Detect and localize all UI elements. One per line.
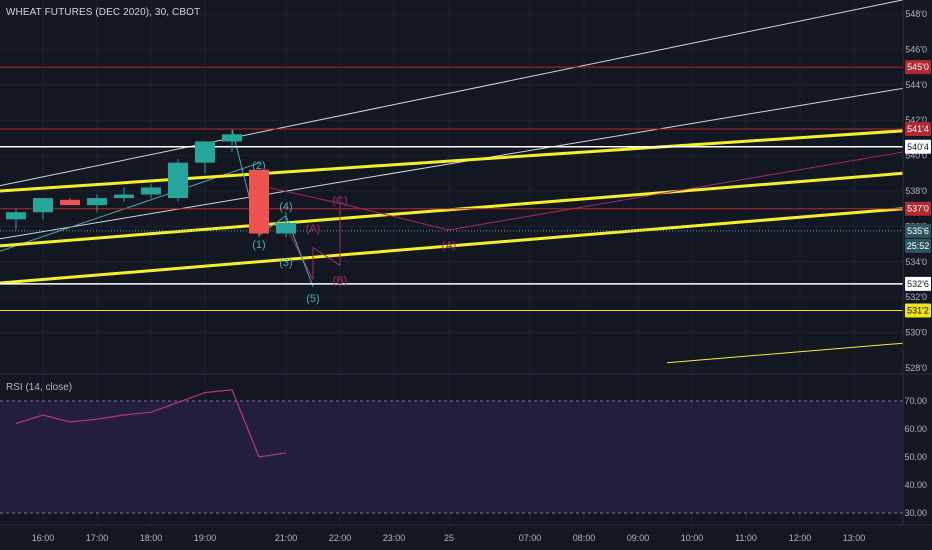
candle-body xyxy=(222,134,242,142)
wave-counts: (1) (2) (3) (4) (5) (A) (C) (B) (A) xyxy=(252,160,456,305)
candle-body xyxy=(195,141,215,163)
price-label-box xyxy=(905,223,931,238)
time-tick-label: 10:00 xyxy=(681,533,704,543)
time-tick-label: 11:00 xyxy=(735,533,757,543)
chart-title: WHEAT FUTURES (DEC 2020), 30, CBOT xyxy=(6,7,201,18)
rsi-tick-label: 30.00 xyxy=(904,508,927,518)
price-tick-label: 538'0 xyxy=(905,186,927,196)
price-tick-label: 548'0 xyxy=(905,9,927,19)
price-tick-label: 528'0 xyxy=(905,363,927,373)
price-tick-label: 534'0 xyxy=(905,257,927,267)
candle-body xyxy=(87,198,107,206)
price-tick-label: 532'0 xyxy=(905,292,927,302)
time-tick-label: 22:00 xyxy=(329,533,352,543)
time-tick-label: 07:00 xyxy=(519,533,542,543)
time-tick-label: 08:00 xyxy=(573,533,596,543)
candle-body xyxy=(60,199,80,206)
rsi-tick-label: 70.00 xyxy=(904,396,927,406)
time-tick-label: 19:00 xyxy=(194,533,217,543)
wave-label-pink: (B) xyxy=(333,275,348,287)
rsi-tick-label: 60.00 xyxy=(904,424,927,434)
price-label-box xyxy=(905,122,931,137)
rsi-tick-label: 50.00 xyxy=(904,452,927,462)
price-label-text: 532'6 xyxy=(907,279,929,289)
time-tick-label: 21:00 xyxy=(275,533,298,543)
price-label-box xyxy=(905,303,931,318)
rsi-series xyxy=(15,389,287,458)
time-tick-label: 23:00 xyxy=(383,533,406,543)
price-label-box xyxy=(905,201,931,216)
price-label-box xyxy=(905,238,931,253)
trendline-yellow-2 xyxy=(0,171,904,248)
trendline-yellow-thin xyxy=(666,342,904,364)
candle-body xyxy=(249,169,269,234)
wave-label-teal: (4) xyxy=(279,201,292,213)
price-labels: 545'0 541'4 540'4 537'0 535'6 25:52 532'6 531'2 xyxy=(905,60,931,318)
rsi-axis[interactable]: 70.00 60.00 50.00 40.00 30.00 xyxy=(904,396,927,518)
wave-label-teal: (2) xyxy=(252,160,265,172)
trendline-yellow-3 xyxy=(0,207,904,285)
time-tick-label: 16:00 xyxy=(32,533,55,543)
price-tick-label: 530'0 xyxy=(905,328,927,338)
price-label-text: 25:52 xyxy=(907,241,930,251)
rsi-line xyxy=(15,389,287,458)
wave-path-teal xyxy=(231,128,314,287)
time-axis[interactable]: 16:00 17:00 18:00 19:00 21:00 22:00 23:00 25 07:… xyxy=(0,524,932,543)
price-label-text: 537'0 xyxy=(907,204,929,214)
candle-body xyxy=(33,198,53,213)
drawing-layer xyxy=(0,0,904,364)
candle-body xyxy=(276,222,296,234)
price-label-box xyxy=(905,60,931,75)
wave-path-pink xyxy=(259,151,904,231)
rsi-tick-label: 40.00 xyxy=(904,480,927,490)
trendline-white-lower xyxy=(0,87,904,240)
rsi-levels xyxy=(0,400,903,514)
candles xyxy=(6,130,296,238)
rsi-title: RSI (14, close) xyxy=(6,382,73,393)
price-tick-label: 546'0 xyxy=(905,44,927,54)
wave-label-teal: (1) xyxy=(252,239,265,251)
price-tick-label: 544'0 xyxy=(905,80,927,90)
price-label-text: 531'2 xyxy=(907,305,929,315)
wave-label-pink: (A) xyxy=(442,240,457,252)
candle-body xyxy=(168,162,188,199)
time-tick-label: 09:00 xyxy=(627,533,650,543)
price-label-box xyxy=(905,276,931,291)
price-label-text: 540'4 xyxy=(907,142,929,152)
trendline-yellow-1 xyxy=(0,129,904,193)
time-tick-label: 18:00 xyxy=(140,533,163,543)
price-label-text: 535'6 xyxy=(907,226,929,236)
price-label-text: 541'4 xyxy=(907,124,929,134)
time-tick-label: 13:00 xyxy=(843,533,866,543)
price-tick-label: 542'0 xyxy=(905,115,927,125)
wave-label-pink: (A) xyxy=(306,223,321,235)
price-label-text: 545'0 xyxy=(907,62,929,72)
time-tick-label: 12:00 xyxy=(789,533,812,543)
wave-label-pink: (C) xyxy=(332,195,347,207)
candle-body xyxy=(141,187,161,195)
time-tick-label: 17:00 xyxy=(86,533,109,543)
trendline-white-upper xyxy=(0,0,904,187)
wave-label-teal: (5) xyxy=(306,293,319,305)
candle-body xyxy=(6,212,26,220)
rsi-band xyxy=(0,401,903,513)
time-tick-label: 25 xyxy=(444,533,454,543)
price-label-box xyxy=(905,139,931,154)
horizontal-levels xyxy=(0,66,903,311)
price-tick-label: 540'0 xyxy=(905,151,927,161)
wave-label-teal: (3) xyxy=(279,257,292,269)
candle-body xyxy=(114,194,134,199)
